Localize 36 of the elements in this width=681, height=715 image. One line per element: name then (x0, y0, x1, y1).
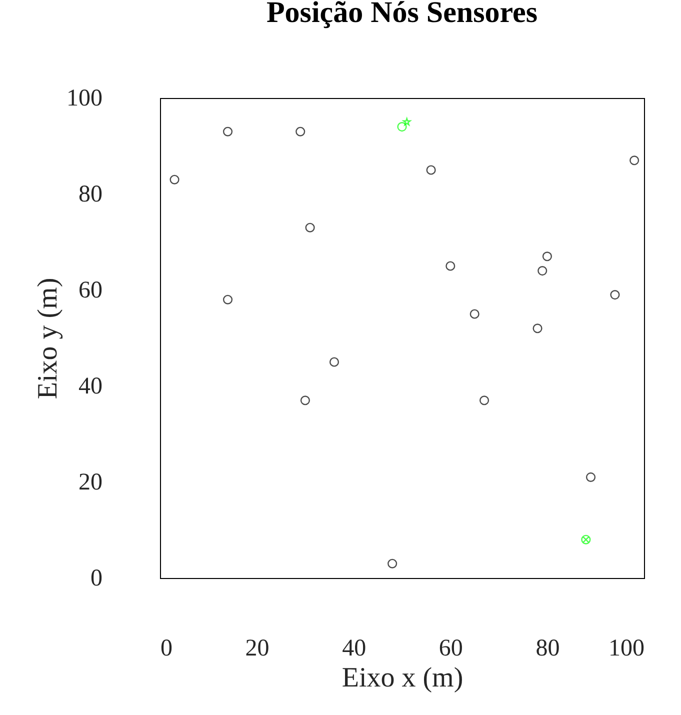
y-tick-label: 60 (78, 278, 102, 304)
chart-title: Posição Nós Sensores (266, 0, 538, 29)
y-tick-label: 20 (78, 470, 102, 496)
point (329, 357, 340, 367)
x-tick-label: 40 (342, 636, 366, 662)
point (532, 324, 542, 334)
point (630, 156, 640, 166)
x-tick-label: 60 (438, 636, 463, 662)
point (542, 252, 552, 262)
point (222, 126, 233, 136)
y-tick-label: 80 (78, 182, 102, 208)
point (479, 396, 490, 406)
point (581, 534, 591, 544)
x-tick-label: 100 (608, 636, 644, 662)
point (222, 294, 233, 304)
point (426, 165, 436, 175)
point (446, 261, 456, 271)
point (170, 174, 180, 184)
x-axis-title: Eixo x (m) (342, 662, 464, 694)
point (296, 126, 306, 136)
point (388, 558, 398, 568)
x-tick-label: 80 (536, 636, 560, 662)
point (305, 222, 315, 232)
point (586, 472, 596, 482)
x-tick-label: 0 (160, 636, 172, 662)
x-tick-label: 20 (245, 636, 270, 662)
point (470, 309, 480, 319)
point (402, 118, 411, 126)
point (538, 266, 548, 276)
y-tick-label: 0 (90, 566, 102, 592)
point (610, 290, 620, 300)
y-tick-label: 100 (66, 86, 102, 112)
point (397, 122, 407, 132)
point (300, 396, 310, 406)
y-tick-label: 40 (78, 374, 102, 400)
y-axis-title: Eixo y (m) (32, 278, 64, 400)
